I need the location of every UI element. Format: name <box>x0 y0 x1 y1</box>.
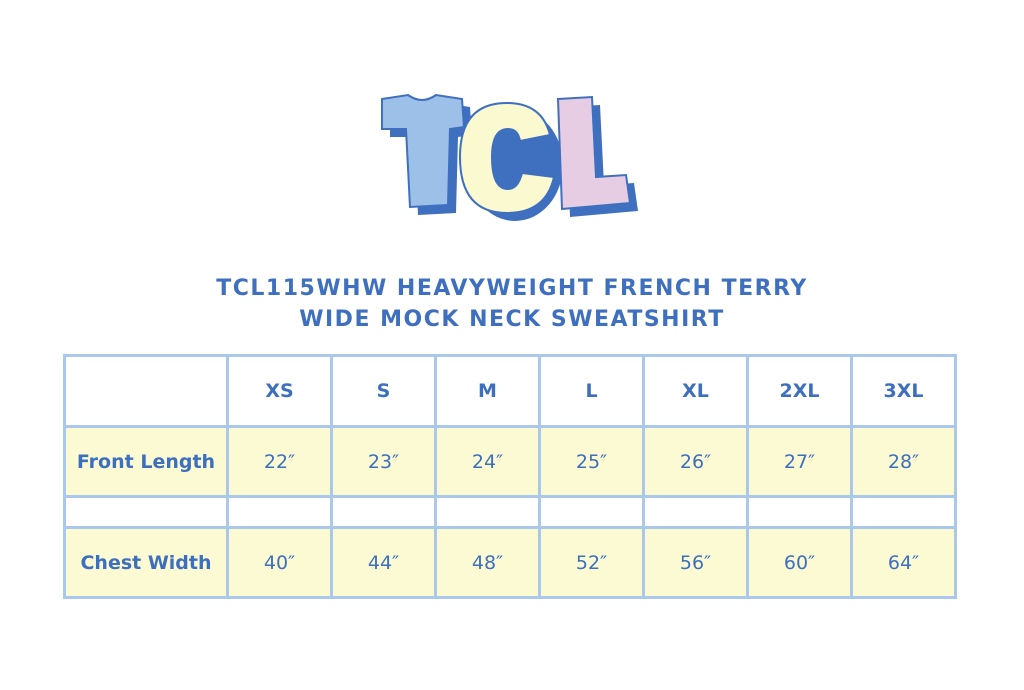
product-title-line1: TCL115WHW HEAVYWEIGHT FRENCH TERRY <box>216 276 808 301</box>
spacer-cell <box>226 495 333 529</box>
size-header: M <box>434 354 541 428</box>
spacer-cell <box>746 495 853 529</box>
size-header: L <box>538 354 645 428</box>
table-header-row: XS S M L XL 2XL 3XL <box>63 354 957 428</box>
size-header: XS <box>226 354 333 428</box>
table-cell: 22″ <box>226 425 333 498</box>
tcl-logo <box>381 93 638 221</box>
table-cell: 64″ <box>850 526 957 599</box>
size-header: XL <box>642 354 749 428</box>
spacer-cell <box>63 495 229 529</box>
logo-letter-t <box>381 93 466 209</box>
table-cell: 26″ <box>642 425 749 498</box>
logo-letter-c <box>458 101 556 215</box>
table-cell: 60″ <box>746 526 853 599</box>
table-cell: 28″ <box>850 425 957 498</box>
table-cell: 40″ <box>226 526 333 599</box>
table-cell: 48″ <box>434 526 541 599</box>
table-cell: 25″ <box>538 425 645 498</box>
table-cell: 52″ <box>538 526 645 599</box>
row-label: Chest Width <box>63 526 229 599</box>
table-cell: 56″ <box>642 526 749 599</box>
table-row-chest-width: Chest Width 40″ 44″ 48″ 52″ 56″ 60″ 64″ <box>63 526 957 599</box>
logo-letter-l <box>556 95 632 211</box>
product-title-line2: WIDE MOCK NECK SWEATSHIRT <box>299 307 725 332</box>
spacer-cell <box>538 495 645 529</box>
table-cell: 24″ <box>434 425 541 498</box>
size-header: 2XL <box>746 354 853 428</box>
size-header: 3XL <box>850 354 957 428</box>
header-corner-cell <box>63 354 229 428</box>
table-cell: 44″ <box>330 526 437 599</box>
table-cell: 27″ <box>746 425 853 498</box>
table-spacer-row <box>63 495 957 529</box>
spacer-cell <box>330 495 437 529</box>
size-header: S <box>330 354 437 428</box>
spacer-cell <box>850 495 957 529</box>
spacer-cell <box>434 495 541 529</box>
row-label: Front Length <box>63 425 229 498</box>
size-chart-table: XS S M L XL 2XL 3XL Front Length 22″ 23″… <box>63 354 957 599</box>
table-row-front-length: Front Length 22″ 23″ 24″ 25″ 26″ 27″ 28″ <box>63 425 957 498</box>
spacer-cell <box>642 495 749 529</box>
table-cell: 23″ <box>330 425 437 498</box>
